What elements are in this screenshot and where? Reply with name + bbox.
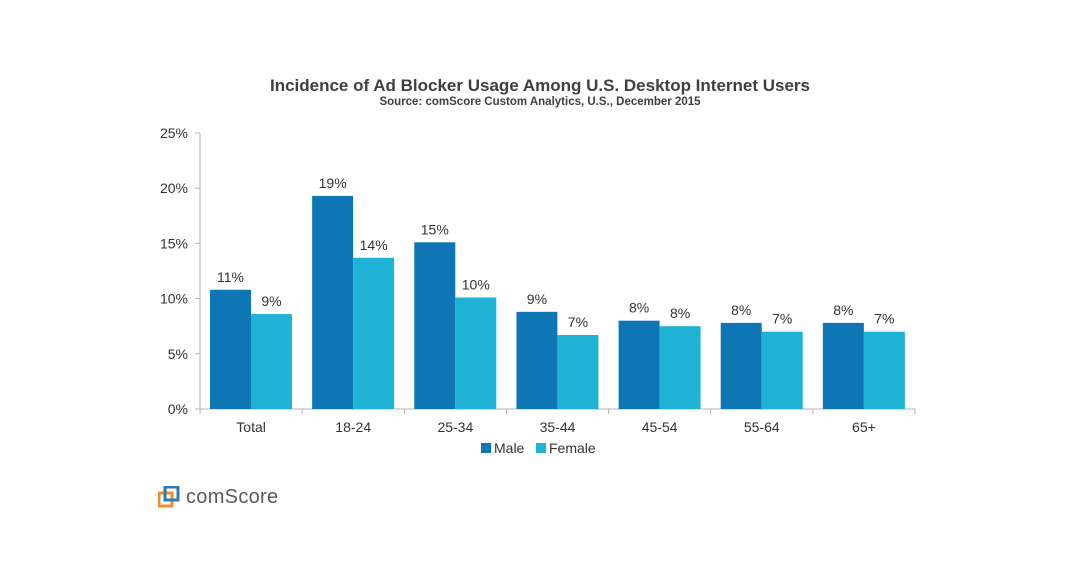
x-tick-label: 25-34 [437, 419, 473, 435]
bar-female [761, 331, 803, 409]
legend-swatch-male [481, 443, 491, 453]
data-label-male: 11% [217, 269, 244, 285]
bar-female [455, 297, 497, 409]
x-tick-label: 55-64 [744, 419, 780, 435]
data-label-female: 8% [670, 305, 690, 321]
x-tick-label: 65+ [852, 419, 876, 435]
y-tick-label: 15% [160, 235, 188, 251]
legend-label-male: Male [494, 440, 525, 456]
bar-male [516, 311, 558, 409]
x-tick-label: 18-24 [335, 419, 371, 435]
bar-male [414, 242, 456, 409]
data-labels: 11% 19% 15% 9% 8% 8% 8% 9% 14% 10% 7% 8% 7% 7% [217, 175, 894, 330]
data-label-male: 15% [421, 221, 449, 237]
y-tick-label: 20% [160, 180, 188, 196]
bar-female [863, 331, 905, 409]
bar-male [312, 195, 354, 409]
bar-female [659, 326, 701, 409]
y-tick-label: 25% [160, 125, 188, 141]
legend: Male Female [481, 440, 596, 456]
bar-male [720, 322, 762, 409]
x-tick-label: 35-44 [540, 419, 576, 435]
y-tick-label: 5% [168, 346, 188, 362]
legend-swatch-female [536, 443, 546, 453]
comscore-logo-icon [158, 486, 180, 508]
data-label-female: 10% [462, 276, 490, 292]
data-label-male: 9% [527, 291, 547, 307]
bars [210, 195, 905, 409]
data-label-male: 8% [731, 302, 751, 318]
chart-subtitle: Source: comScore Custom Analytics, U.S.,… [379, 96, 701, 108]
data-label-female: 14% [360, 237, 388, 253]
y-tick-label: 10% [160, 291, 188, 307]
data-label-female: 7% [874, 311, 894, 327]
data-label-male: 8% [629, 300, 649, 316]
bar-male [822, 322, 864, 409]
comscore-logo: comScore [158, 485, 278, 509]
x-tick-label: 45-54 [642, 419, 678, 435]
bar-female [251, 314, 292, 409]
bar-male [210, 289, 251, 409]
bar-female [353, 257, 395, 409]
y-tick-label: 0% [168, 401, 188, 417]
chart-title: Incidence of Ad Blocker Usage Among U.S.… [269, 76, 811, 95]
bar-male [618, 320, 660, 409]
bar-female [557, 335, 599, 409]
data-label-male: 19% [319, 175, 347, 191]
data-label-female: 7% [568, 314, 588, 330]
data-label-female: 7% [772, 311, 792, 327]
data-label-female: 9% [261, 293, 281, 309]
data-label-male: 8% [833, 302, 853, 318]
logo-text: comScore [186, 485, 279, 508]
legend-label-female: Female [549, 440, 596, 456]
x-tick-label: Total [236, 419, 266, 435]
